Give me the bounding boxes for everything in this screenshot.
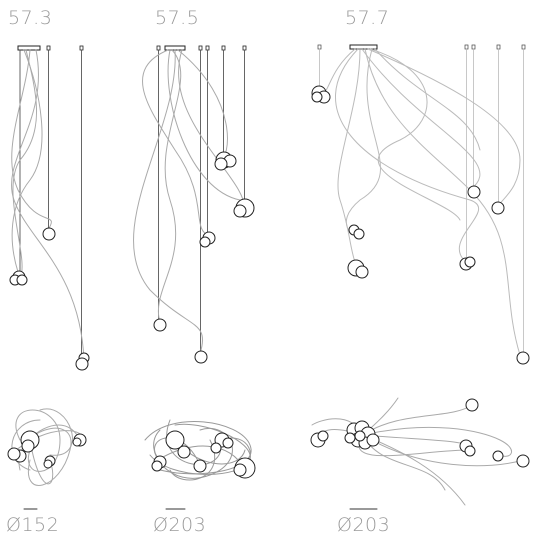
ceiling-canopy-small [471, 44, 476, 50]
plan-57-7 [310, 397, 530, 506]
ceiling-canopy [349, 44, 378, 50]
elevation-57-3 [9, 45, 90, 371]
ceiling-canopy-small [46, 45, 51, 51]
ceiling-canopy-small [317, 44, 322, 50]
elevation-57-5 [132, 45, 255, 364]
model-code-57-5: 57.5 [155, 7, 200, 29]
ceiling-canopy-small [521, 44, 526, 50]
ceiling-canopy-small [156, 45, 161, 51]
ceiling-canopy-small [79, 45, 84, 51]
ceiling-canopy-small [242, 45, 247, 51]
model-code-57-3: 57.3 [8, 7, 53, 29]
diameter-label-57-7: Ø203 [337, 514, 391, 536]
elevation-57-7 [311, 44, 530, 365]
ceiling-canopy [17, 45, 41, 51]
diameter-label-57-3: Ø152 [6, 514, 60, 536]
diameter-label-57-5: Ø203 [153, 514, 207, 536]
plan-57-3 [7, 408, 87, 486]
ceiling-canopy-small [198, 45, 203, 51]
ceiling-canopy-small [205, 45, 210, 51]
ceiling-canopy-small [221, 45, 226, 51]
ceiling-canopy-small [496, 44, 501, 50]
model-code-57-7: 57.7 [345, 7, 390, 29]
ceiling-canopy [164, 45, 186, 51]
plan-57-5 [144, 419, 256, 481]
ceiling-canopy-small [464, 44, 469, 50]
